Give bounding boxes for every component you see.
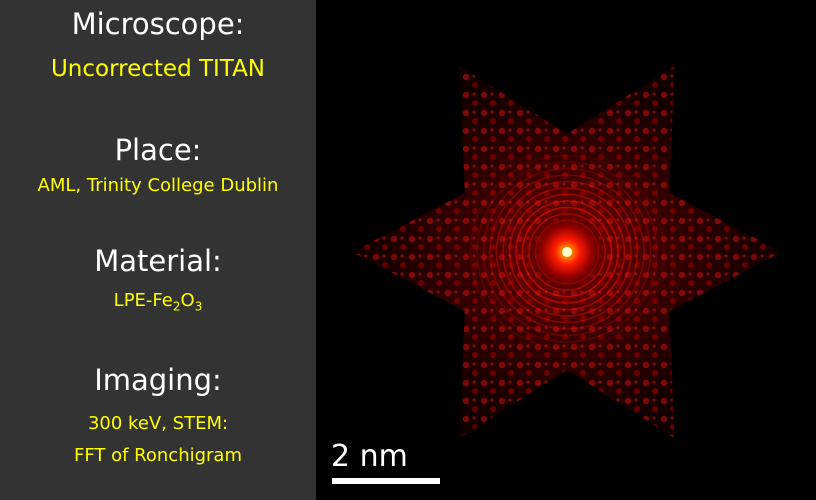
diffraction-ring (476, 161, 658, 343)
diffraction-ring (508, 193, 626, 311)
diffraction-ring (469, 154, 665, 350)
diffraction-ring (521, 206, 613, 298)
scalebar-label: 2 nm (331, 439, 408, 474)
place-value: AML, Trinity College Dublin (37, 175, 279, 196)
material-heading: Material: (94, 244, 222, 278)
info-panel: Microscope: Uncorrected TITAN Place: AML… (0, 0, 316, 500)
imaging-line-2: FFT of Ronchigram (74, 445, 242, 466)
material-sub-3: 3 (194, 299, 203, 314)
place-heading: Place: (114, 133, 202, 167)
material-value: LPE-Fe2O3 (0, 289, 316, 319)
material-mid: O (180, 290, 195, 311)
central-bright-spot (562, 247, 572, 257)
scalebar (332, 478, 440, 484)
micrograph-image: 2 nm (317, 0, 816, 500)
microscope-value: Uncorrected TITAN (50, 56, 266, 82)
diffraction-ring (495, 180, 639, 324)
imaging-line-1: 300 keV, STEM: (87, 413, 229, 434)
material-sub-2: 2 (172, 299, 181, 314)
diffraction-ring (482, 167, 652, 337)
diffraction-ring (515, 200, 619, 304)
ronchigram-fft-svg (352, 65, 782, 439)
microscope-heading: Microscope: (71, 7, 245, 41)
imaging-heading: Imaging: (94, 363, 222, 397)
diffraction-ring (502, 187, 632, 317)
material-base: LPE-Fe (113, 290, 173, 311)
diffraction-ring (489, 174, 645, 330)
